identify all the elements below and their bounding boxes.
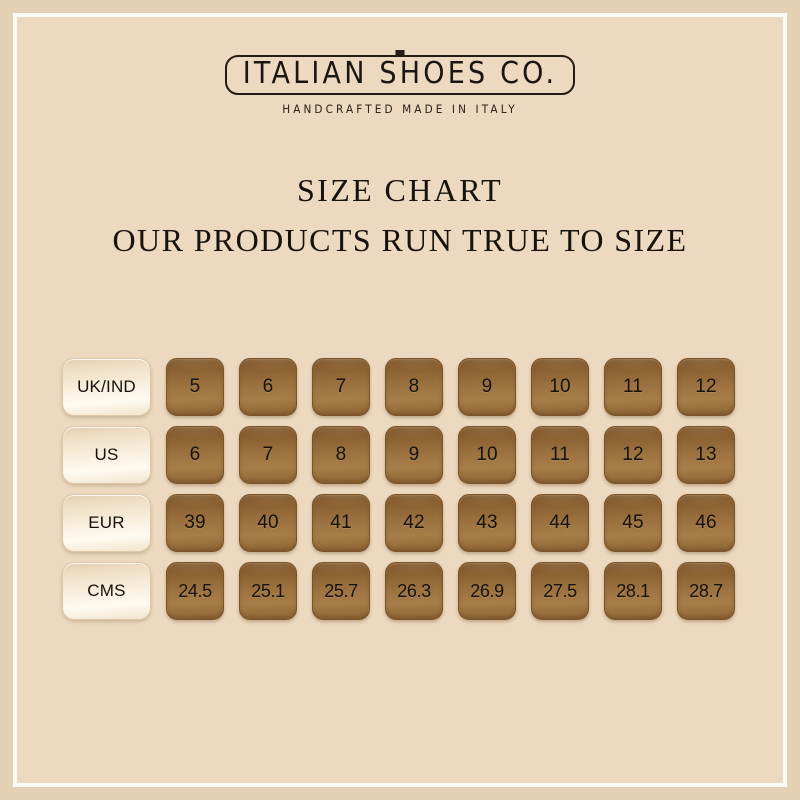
size-cell: 13 [677, 426, 735, 484]
size-table: UK/IND 5 6 7 8 9 10 11 12 US 6 7 8 9 10 11 12 13 EUR 39 40 41… [62, 358, 738, 620]
table-row: EUR 39 40 41 42 43 44 45 46 [62, 494, 738, 552]
size-cell: 10 [458, 426, 516, 484]
logo-outline-box: ITALIAN SHOES CO. [224, 55, 576, 96]
size-cell: 6 [239, 358, 297, 416]
logo-wrap: ITALIAN SHOES CO. [224, 50, 576, 96]
size-cell: 41 [312, 494, 370, 552]
size-cell: 9 [385, 426, 443, 484]
size-cell: 45 [604, 494, 662, 552]
page-subtitle: OUR PRODUCTS RUN TRUE TO SIZE [112, 222, 688, 259]
size-cell: 12 [604, 426, 662, 484]
size-cell: 5 [166, 358, 224, 416]
size-cell: 11 [531, 426, 589, 484]
brand-tagline: HANDCRAFTED MADE IN ITALY [282, 103, 518, 117]
size-cell: 7 [312, 358, 370, 416]
size-cell: 27.5 [531, 562, 589, 620]
size-cell: 28.1 [604, 562, 662, 620]
table-row: CMS 24.5 25.1 25.7 26.3 26.9 27.5 28.1 28.7 [62, 562, 738, 620]
page-title: SIZE CHART [296, 172, 504, 208]
row-label-us: US [62, 426, 151, 484]
size-cell: 28.7 [677, 562, 735, 620]
size-cell: 11 [604, 358, 662, 416]
size-cell: 43 [458, 494, 516, 552]
size-cell: 12 [677, 358, 735, 416]
size-cell: 24.5 [166, 562, 224, 620]
size-cell: 46 [677, 494, 735, 552]
size-cell: 26.9 [458, 562, 516, 620]
size-cell: 6 [166, 426, 224, 484]
heading-block: SIZE CHART OUR PRODUCTS RUN TRUE TO SIZE [17, 169, 783, 262]
poster-content-area: ITALIAN SHOES CO. HANDCRAFTED MADE IN IT… [17, 17, 783, 783]
logo-tick-mark [395, 50, 405, 55]
size-cell: 8 [312, 426, 370, 484]
size-cell: 42 [385, 494, 443, 552]
size-cell: 39 [166, 494, 224, 552]
size-cell: 9 [458, 358, 516, 416]
size-cell: 26.3 [385, 562, 443, 620]
row-label-uk-ind: UK/IND [62, 358, 151, 416]
size-cell: 8 [385, 358, 443, 416]
brand-name: ITALIAN SHOES CO. [242, 56, 558, 91]
size-cell: 25.7 [312, 562, 370, 620]
size-cell: 44 [531, 494, 589, 552]
size-cell: 7 [239, 426, 297, 484]
size-cell: 25.1 [239, 562, 297, 620]
row-label-eur: EUR [62, 494, 151, 552]
table-row: US 6 7 8 9 10 11 12 13 [62, 426, 738, 484]
decorative-white-frame [13, 13, 787, 787]
size-cell: 40 [239, 494, 297, 552]
size-cell: 10 [531, 358, 589, 416]
brand-block: ITALIAN SHOES CO. HANDCRAFTED MADE IN IT… [17, 50, 783, 117]
table-row: UK/IND 5 6 7 8 9 10 11 12 [62, 358, 738, 416]
row-label-cms: CMS [62, 562, 151, 620]
